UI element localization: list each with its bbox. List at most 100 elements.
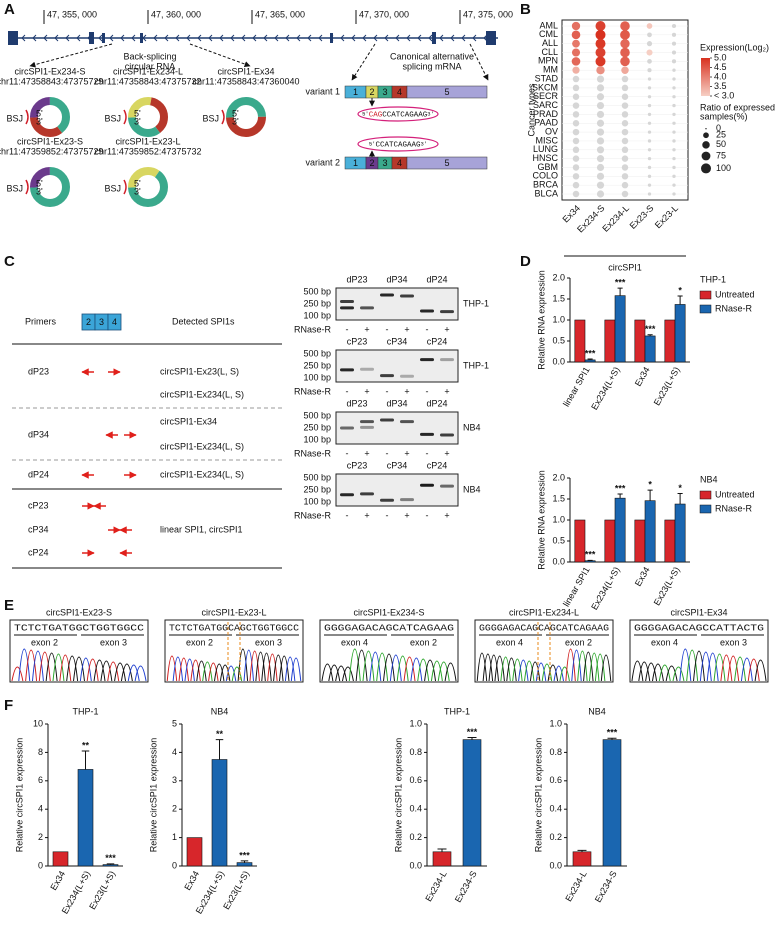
dot — [596, 84, 605, 92]
y-category: PRAD — [533, 109, 559, 119]
trace-peak — [362, 650, 375, 682]
bar — [604, 319, 616, 363]
colorbar-label: 4.0 — [714, 71, 727, 81]
dot — [596, 119, 605, 127]
dot — [596, 101, 605, 110]
chevron — [76, 34, 81, 42]
trace-peak — [114, 662, 127, 682]
y-tick-label: 0.6 — [409, 775, 422, 785]
trace-peak — [541, 663, 553, 682]
circ-name: circSPI1-Ex34 — [217, 66, 274, 76]
x-tick-label: Ex23(L+S) — [652, 565, 682, 607]
trace-peak — [747, 658, 760, 682]
gel — [335, 349, 459, 383]
dot — [672, 121, 676, 125]
dot — [572, 111, 580, 118]
exon-label: exon 2 — [186, 637, 213, 647]
trace-peak — [417, 658, 430, 682]
gel-band — [380, 418, 394, 422]
dot — [647, 130, 652, 134]
y-category: MISC — [536, 135, 559, 145]
error-bar — [617, 493, 623, 499]
trace-peak — [571, 649, 582, 682]
dot — [647, 32, 652, 38]
trace-title: circSPI1-Ex234-S — [353, 607, 424, 617]
gel-band — [400, 294, 414, 298]
ring-segment — [30, 97, 70, 137]
legend-label: RNase-R — [715, 303, 753, 313]
trace-peak — [699, 651, 712, 682]
y-tick-label: 2.0 — [552, 272, 565, 282]
dot — [647, 174, 652, 178]
bsj-label: BSJ — [104, 113, 121, 123]
significance: ** — [82, 740, 90, 750]
trace-peak — [93, 659, 106, 682]
detected-rna: circSPI1-Ex34 — [160, 416, 217, 426]
trace-peak — [290, 657, 302, 682]
trace-peak — [713, 653, 726, 682]
dot — [571, 21, 581, 31]
y-tick-label: 1.0 — [552, 314, 565, 324]
trace-peak — [686, 649, 699, 682]
gel-band — [380, 498, 394, 502]
size-key — [705, 128, 707, 130]
colorbar-label: 4.5 — [714, 62, 727, 72]
trace-peak — [494, 655, 505, 682]
significance: * — [678, 483, 682, 493]
primer-name: dP24 — [28, 469, 49, 479]
size-label: 25 — [716, 130, 726, 140]
sequence: 5'CCATCAGAAG3' — [369, 141, 427, 150]
bar — [211, 759, 228, 867]
error-bar — [81, 750, 90, 770]
gel-band — [340, 299, 354, 303]
chevron — [197, 34, 202, 42]
y-category: SECR — [533, 91, 559, 101]
bar — [664, 319, 676, 363]
trace-peak — [134, 665, 147, 682]
y-axis-title: Relative circSPI1 expression — [148, 738, 158, 853]
detected-title: Detected SPI1s — [172, 316, 235, 326]
dot — [595, 38, 606, 49]
legend-label: Untreated — [715, 489, 755, 499]
bar — [77, 769, 94, 867]
dot — [672, 68, 676, 72]
dot — [647, 68, 652, 73]
chevron — [32, 34, 37, 42]
trace-peak — [638, 661, 651, 682]
primer-name: dP23 — [28, 366, 49, 376]
size-key — [703, 132, 709, 139]
five-prime: 5' — [36, 178, 43, 188]
significance: *** — [607, 728, 618, 738]
legend-title: NB4 — [700, 474, 718, 484]
legend-swatch — [699, 304, 712, 314]
lane-label: cP24 — [427, 336, 448, 346]
dot — [671, 41, 677, 46]
trace-title: circSPI1-Ex234-L — [509, 607, 579, 617]
trace-peak — [321, 663, 334, 682]
chevron — [340, 34, 345, 42]
trace-peak — [178, 657, 189, 682]
trace-peak — [754, 659, 767, 682]
dot — [647, 139, 652, 143]
chevron — [285, 34, 290, 42]
trace-peak — [500, 656, 511, 682]
size-key — [701, 163, 711, 174]
x-axis-title: circSPI1 — [608, 262, 642, 272]
trace-peak — [100, 660, 113, 682]
five-prime: 5' — [134, 108, 141, 118]
treatment-state: - — [426, 510, 429, 520]
gel-band — [340, 426, 354, 430]
cell-label: THP-1 — [463, 360, 489, 370]
significance: * — [678, 285, 682, 295]
legend-title: Expression(Log₂) — [700, 42, 769, 52]
gel-band — [440, 484, 454, 488]
plot-frame — [561, 19, 689, 201]
dot — [671, 59, 677, 64]
trace-peak — [727, 655, 740, 682]
chevron — [120, 34, 125, 42]
y-tick-label: 5 — [172, 718, 177, 728]
bar — [574, 319, 586, 363]
legend-title: Ratio of expressed — [700, 102, 775, 112]
ladder-label: 100 bp — [303, 496, 331, 506]
trace-peak — [25, 649, 38, 682]
